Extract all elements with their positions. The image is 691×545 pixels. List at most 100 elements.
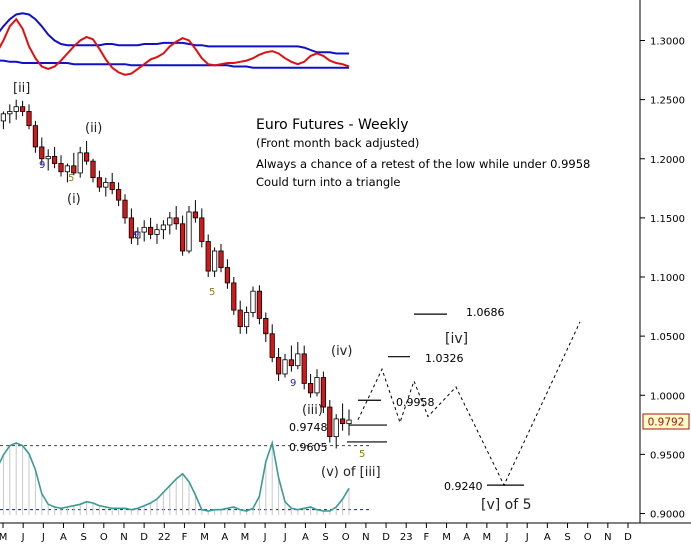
- x-tick-label: O: [584, 532, 592, 543]
- wave-label: [iv]: [445, 331, 468, 347]
- price-level-label: 1.0326: [425, 352, 464, 365]
- wave-label: [ii]: [13, 81, 30, 96]
- x-tick-label: J: [283, 532, 287, 543]
- candle-body: [218, 250, 224, 268]
- candle-body: [192, 211, 198, 219]
- candle-body: [231, 282, 237, 311]
- x-tick-label: J: [525, 532, 529, 543]
- candle-body: [39, 146, 45, 160]
- x-tick-label: N: [120, 532, 127, 543]
- candle-body: [109, 181, 115, 190]
- count-label: 9: [133, 230, 139, 241]
- wave-projection: [357, 321, 581, 487]
- x-tick-label: S: [564, 532, 570, 543]
- y-tick-label: 1.2500: [650, 96, 685, 107]
- candle-body: [96, 177, 102, 188]
- candle-body: [186, 211, 192, 252]
- candle-body: [154, 229, 160, 235]
- candle-body: [135, 231, 141, 239]
- count-label: 9: [290, 378, 296, 389]
- candle-body: [45, 155, 51, 160]
- candle-body: [282, 359, 288, 375]
- candle-body: [13, 106, 19, 112]
- candle-body: [275, 357, 282, 375]
- y-tick-label: 1.2000: [650, 155, 685, 166]
- price-level-label: 0.9605: [289, 441, 328, 454]
- candle-body: [7, 111, 13, 115]
- count-label: 5: [209, 287, 215, 298]
- x-tick-label: O: [342, 532, 350, 543]
- moving-average-line-1: [0, 12, 349, 55]
- oscillator-line: [0, 439, 350, 512]
- x-tick-label: 23: [400, 532, 413, 543]
- candle-body: [167, 217, 173, 226]
- candle-body: [243, 312, 250, 328]
- x-tick-label: A: [544, 532, 551, 543]
- x-tick-label: F: [182, 532, 188, 543]
- count-label: 9: [39, 160, 45, 171]
- y-tick-label: 1.1500: [650, 214, 685, 225]
- candle-body: [295, 353, 301, 367]
- wave-label: (iii): [302, 403, 323, 418]
- candle-body: [205, 241, 211, 272]
- y-tick-label: 1.3000: [650, 37, 685, 48]
- x-tick-label: N: [362, 532, 369, 543]
- wave-labels: [ii] (ii) (i) (iii) (iv) (v) of [iii] [iv] [v] …: [13, 81, 532, 513]
- x-tick-label: A: [221, 532, 228, 543]
- x-tick-label: A: [463, 532, 470, 543]
- y-tick-label: 1.0000: [650, 391, 685, 402]
- wave-label: (iv): [331, 344, 352, 359]
- candle-body: [128, 217, 134, 239]
- chart-annotations: Euro Futures - Weekly (Front month back …: [256, 117, 590, 189]
- current-price-label: 0.9792: [648, 417, 685, 429]
- y-axis: 1.3000 1.2500 1.2000 1.1500 1.1000 1.0500 1.00…: [640, 37, 685, 521]
- x-tick-label: S: [80, 532, 86, 543]
- candle-body: [263, 317, 269, 335]
- x-tick-label: D: [624, 532, 632, 543]
- projection-path: [357, 321, 581, 487]
- price-level-label: 0.9748: [289, 421, 328, 434]
- candle-body: [250, 290, 256, 313]
- price-level-label: 1.0686: [466, 306, 505, 319]
- candle-body: [160, 224, 166, 231]
- candle-body: [147, 226, 154, 235]
- candle-body: [211, 250, 218, 272]
- candle-body: [71, 165, 77, 174]
- candle-body: [77, 152, 83, 174]
- x-tick-label: D: [382, 532, 390, 543]
- candle-body: [84, 152, 90, 162]
- candle-body: [122, 199, 128, 219]
- candle-body: [103, 181, 109, 188]
- moving-averages: [0, 12, 350, 76]
- x-tick-label: D: [140, 532, 148, 543]
- moving-average-line-3: [0, 17, 350, 76]
- x-tick-label: S: [322, 532, 328, 543]
- candle-body: [32, 125, 39, 148]
- candle-body: [339, 418, 346, 425]
- chart-title: Euro Futures - Weekly: [256, 117, 409, 133]
- candle-body: [199, 217, 205, 242]
- x-tick-label: M: [483, 532, 492, 543]
- moving-average-line-2: [0, 59, 349, 69]
- x-tick-label: M: [200, 532, 209, 543]
- count-label: 5: [359, 449, 365, 460]
- candle-body: [116, 189, 122, 201]
- candle-body: [19, 106, 26, 112]
- x-axis: M J J A S O N D 22 F M A M J J A S O N D 23 F M A M J J A S O N D: [0, 523, 632, 543]
- candle-body: [307, 383, 314, 394]
- candle-body: [237, 309, 243, 328]
- candle-body: [58, 163, 64, 173]
- candle-body: [141, 226, 147, 233]
- x-tick-label: M: [442, 532, 451, 543]
- candle-body: [224, 267, 230, 284]
- y-tick-label: 1.0500: [650, 332, 685, 343]
- candle-body: [90, 160, 96, 179]
- x-tick-label: 22: [158, 532, 171, 543]
- wave-label: (ii): [85, 121, 102, 136]
- candle-body: [301, 353, 307, 384]
- candle-body: [0, 113, 7, 122]
- candle-body: [173, 217, 179, 225]
- candle-body: [26, 111, 32, 127]
- count-label: 5: [68, 173, 74, 184]
